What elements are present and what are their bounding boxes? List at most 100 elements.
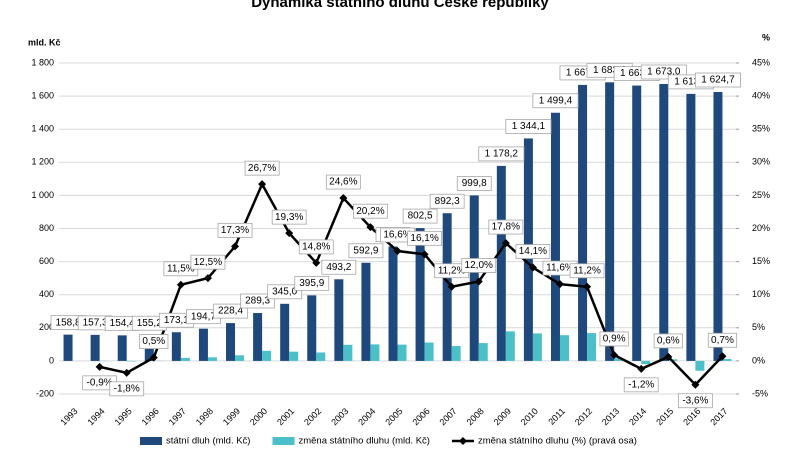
line-value-label: 24,6% bbox=[329, 177, 357, 188]
bar bbox=[632, 85, 642, 361]
line-value-label-box bbox=[139, 334, 169, 349]
x-tick-label: 1995 bbox=[113, 406, 134, 427]
x-tick-label: 2016 bbox=[681, 406, 702, 427]
bar-value-label: 1 178,2 bbox=[485, 149, 519, 160]
x-tick-label: 1998 bbox=[194, 406, 215, 427]
line-value-label: 16,6% bbox=[383, 230, 411, 241]
bar-value-label: 493,2 bbox=[326, 262, 351, 273]
line-marker bbox=[664, 352, 673, 361]
legend-swatch bbox=[140, 437, 162, 445]
bar bbox=[424, 342, 434, 361]
x-tick-label: 2013 bbox=[600, 406, 621, 427]
line-value-label: 0,7% bbox=[711, 335, 734, 346]
bar bbox=[659, 84, 669, 361]
y-tick-label: 1 600 bbox=[31, 90, 54, 100]
bar-value-label-box bbox=[532, 93, 579, 109]
x-tick-label: 2005 bbox=[383, 406, 404, 427]
x-tick-label: 2011 bbox=[546, 406, 567, 427]
y2-tick-label: 15% bbox=[752, 256, 770, 266]
x-tick-label: 1993 bbox=[58, 406, 79, 427]
bar bbox=[686, 93, 696, 361]
x-tick-label: 2003 bbox=[329, 406, 350, 427]
bar bbox=[289, 351, 299, 361]
bar-value-label: 155,2 bbox=[137, 318, 162, 329]
x-tick-label: 2006 bbox=[410, 406, 431, 427]
bar-value-label-box bbox=[213, 303, 248, 319]
line-value-label: 0,5% bbox=[142, 336, 165, 347]
bar-value-label-box bbox=[294, 275, 330, 291]
bar bbox=[587, 333, 597, 361]
bar bbox=[614, 358, 624, 361]
bar-value-label: 1 663,7 bbox=[620, 68, 654, 79]
bar bbox=[63, 334, 73, 361]
y-tick-label: 1 000 bbox=[31, 190, 54, 200]
line-value-label: -1,2% bbox=[628, 379, 654, 390]
bar-value-label: 395,9 bbox=[299, 278, 324, 289]
y-tick-label: 200 bbox=[39, 322, 54, 332]
line-value-label-box bbox=[244, 160, 280, 176]
line-value-label: 11,5% bbox=[167, 263, 195, 274]
bar-value-label-box bbox=[694, 72, 741, 88]
line-value-label-box bbox=[677, 393, 713, 409]
y-axis-label: mld. Kč bbox=[28, 37, 61, 47]
bar bbox=[361, 262, 371, 361]
bar bbox=[469, 195, 479, 361]
line-value-label-box bbox=[298, 239, 334, 255]
chart-title: Dynamika státního dluhu České republiky bbox=[251, 0, 549, 11]
bar bbox=[117, 335, 127, 361]
y2-tick-label: 45% bbox=[752, 57, 770, 67]
line-marker bbox=[339, 194, 348, 203]
line-marker bbox=[176, 280, 185, 289]
y-tick-label: -200 bbox=[36, 388, 54, 398]
line-value-label: 14,1% bbox=[519, 246, 547, 257]
bar bbox=[559, 335, 569, 361]
bar bbox=[415, 228, 425, 361]
bar bbox=[578, 84, 588, 361]
line-value-label-box bbox=[271, 209, 307, 225]
line-marker bbox=[528, 263, 537, 272]
bar bbox=[722, 359, 732, 361]
line-value-label-box bbox=[190, 254, 226, 270]
y2-tick-label: 40% bbox=[752, 90, 770, 100]
y-tick-label: 600 bbox=[39, 256, 54, 266]
line-marker bbox=[447, 282, 456, 291]
line-value-label-box bbox=[407, 230, 442, 246]
x-tick-label: 1997 bbox=[167, 406, 188, 427]
x-tick-label: 2012 bbox=[573, 406, 594, 427]
bar-value-label: 1 499,4 bbox=[539, 95, 573, 106]
bar-value-label: 1 613,4 bbox=[674, 77, 708, 88]
y-tick-label: 1 800 bbox=[31, 57, 54, 67]
x-tick-label: 2010 bbox=[519, 406, 540, 427]
y2-tick-label: 25% bbox=[752, 190, 770, 200]
line-value-label: 20,2% bbox=[356, 206, 384, 217]
line-value-label-box bbox=[599, 331, 629, 347]
bar-value-label: 1 683,3 bbox=[593, 65, 627, 76]
x-tick-label: 2014 bbox=[627, 406, 648, 427]
line-value-label-box bbox=[353, 203, 388, 219]
line-value-label: 11,6% bbox=[546, 263, 574, 274]
legend-label: změna státního dluhu (mld. Kč) bbox=[298, 436, 429, 447]
bar-value-label: 1 673,0 bbox=[647, 67, 681, 78]
bar bbox=[253, 313, 263, 361]
x-tick-label: 2008 bbox=[465, 406, 486, 427]
bar bbox=[207, 357, 217, 361]
line bbox=[99, 181, 724, 387]
bar bbox=[307, 295, 317, 361]
bar-value-label: 802,5 bbox=[408, 211, 433, 222]
bar bbox=[532, 333, 542, 361]
bar-value-label: 194,7 bbox=[191, 311, 216, 322]
line-value-label: 12,0% bbox=[465, 260, 493, 271]
line-value-label-box bbox=[217, 222, 253, 238]
legend-item: změna státního dluhu (mld. Kč) bbox=[272, 436, 430, 447]
legend-label: státní dluh (mld. Kč) bbox=[166, 436, 250, 447]
line-value-label: -1,8% bbox=[114, 383, 140, 394]
line-value-label-box bbox=[109, 381, 145, 397]
bar bbox=[198, 328, 208, 361]
bar-value-label-box bbox=[240, 293, 276, 309]
bar-value-label-box bbox=[348, 243, 384, 259]
bar-value-label: 345,0 bbox=[272, 286, 297, 297]
y-tick-label: 800 bbox=[39, 223, 54, 233]
bar bbox=[388, 246, 398, 361]
bar-value-label-box bbox=[402, 208, 438, 224]
line-marker bbox=[637, 364, 646, 373]
